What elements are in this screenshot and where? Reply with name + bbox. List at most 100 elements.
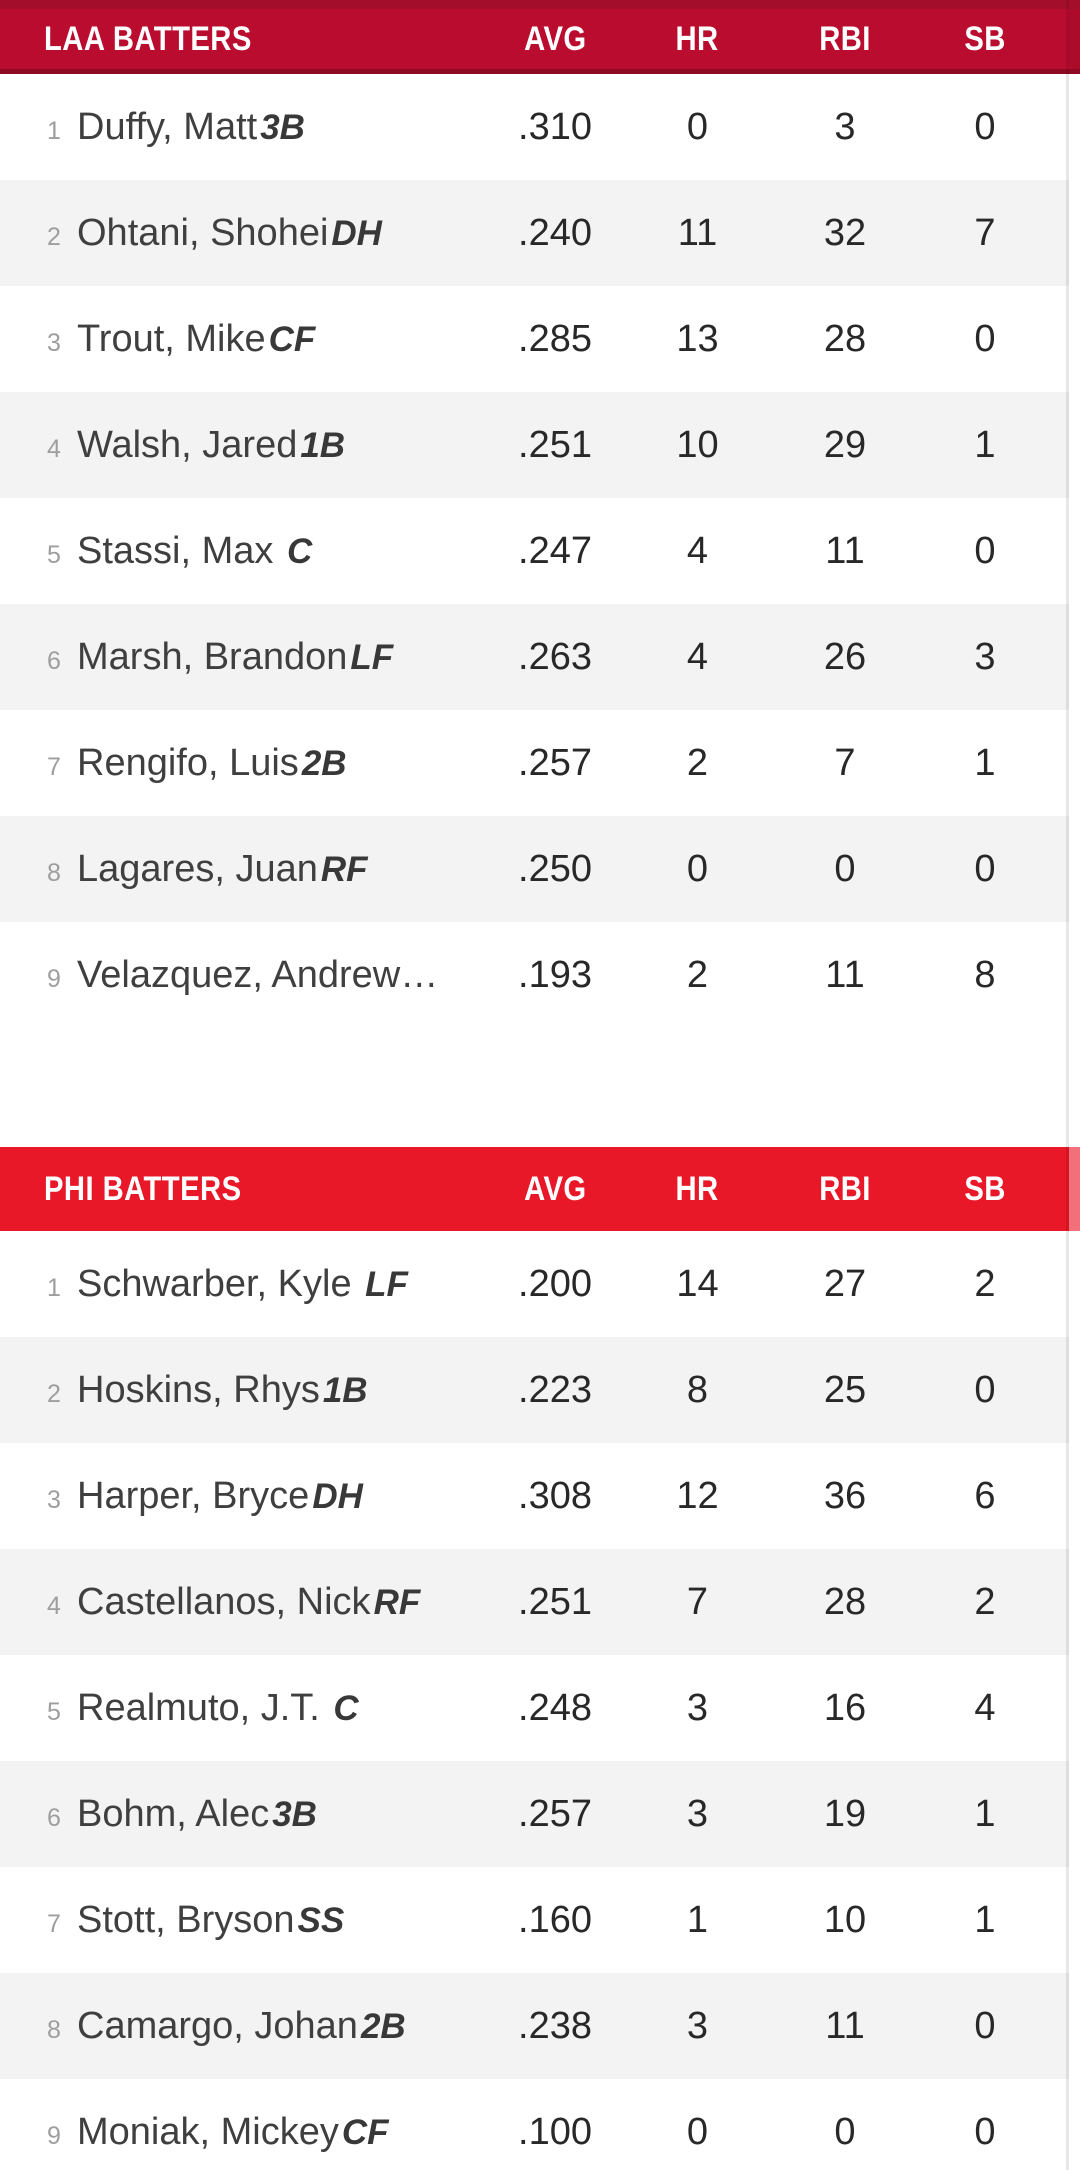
name-cell: 9 Moniak, Mickey CF (0, 2111, 460, 2154)
stat-sb: 0 (974, 2110, 996, 2153)
name-cell: 1 Schwarber, Kyle LF (0, 1263, 460, 1306)
batter-row[interactable]: 6 Bohm, Alec 3B .257 3 19 1 (0, 1761, 1080, 1867)
batter-row[interactable]: 3 Trout, Mike CF .285 13 28 0 (0, 286, 1080, 392)
player-position: CF (268, 319, 316, 359)
batter-row[interactable]: 4 Walsh, Jared 1B .251 10 29 1 (0, 392, 1080, 498)
tables-gap (0, 1028, 1080, 1147)
player-name: Hoskins, Rhys (77, 1368, 320, 1411)
name-cell: 3 Trout, Mike CF (0, 318, 460, 361)
lineup-number: 8 (47, 2015, 61, 2044)
stat-rbi: 16 (823, 1686, 867, 1729)
stat-sb: 1 (974, 423, 996, 466)
batter-row[interactable]: 2 Hoskins, Rhys 1B .223 8 25 0 (0, 1337, 1080, 1443)
player-name: Lagares, Juan (77, 847, 318, 890)
stat-hr: 13 (676, 317, 719, 360)
lineup-number: 9 (47, 964, 61, 993)
stat-hr: 3 (686, 2004, 709, 2047)
batter-row[interactable]: 2 Ohtani, Shohei DH .240 11 32 7 (0, 180, 1080, 286)
batter-row[interactable]: 3 Harper, Bryce DH .308 12 36 6 (0, 1443, 1080, 1549)
player-name: Stassi, Max (77, 529, 284, 572)
stat-avg: .100 (518, 2110, 592, 2153)
batter-row[interactable]: 6 Marsh, Brandon LF .263 4 26 3 (0, 604, 1080, 710)
stat-sb: 8 (974, 953, 996, 996)
stat-rbi: 10 (823, 1898, 867, 1941)
lineup-number: 4 (47, 434, 61, 463)
stat-rbi: 0 (834, 2110, 856, 2153)
player-name: Rengifo, Luis (77, 741, 299, 784)
stat-sb: 0 (974, 2004, 996, 2047)
player-name: Realmuto, J.T. (77, 1686, 331, 1729)
stat-avg: .285 (518, 317, 592, 360)
player-position: 1B (300, 425, 346, 465)
batter-row[interactable]: 5 Stassi, Max C .247 4 11 0 (0, 498, 1080, 604)
stat-avg: .251 (518, 1580, 592, 1623)
player-name: Trout, Mike (77, 317, 266, 360)
column-header-avg: AVG (523, 1169, 587, 1208)
player-name: Bohm, Alec (77, 1792, 270, 1835)
stat-hr: 11 (677, 211, 718, 254)
stat-avg: .263 (518, 635, 592, 678)
stat-sb: 0 (974, 529, 996, 572)
lineup-number: 7 (47, 1909, 61, 1938)
player-name: Moniak, Mickey (77, 2110, 339, 2153)
stat-sb: 2 (974, 1262, 996, 1305)
column-header-sb: SB (964, 1169, 1006, 1208)
stat-rbi: 0 (834, 847, 856, 890)
player-position: C (286, 531, 313, 571)
stat-rbi: 11 (825, 2004, 865, 2047)
lineup-number: 5 (47, 540, 61, 569)
lineup-number: 7 (47, 752, 61, 781)
stat-rbi: 26 (823, 635, 867, 678)
batter-row[interactable]: 9 Velazquez, Andrew… .193 2 11 8 (0, 922, 1080, 1028)
batter-row[interactable]: 8 Camargo, Johan 2B .238 3 11 0 (0, 1973, 1080, 2079)
lineup-number: 3 (47, 1485, 61, 1514)
lineup-number: 1 (47, 1273, 61, 1302)
lineup-number: 3 (47, 328, 61, 357)
stat-rbi: 28 (823, 317, 867, 360)
player-position: 3B (260, 107, 305, 147)
name-cell: 8 Lagares, Juan RF (0, 848, 460, 891)
name-cell: 7 Rengifo, Luis 2B (0, 742, 460, 785)
player-name: Ohtani, Shohei (77, 211, 329, 254)
lineup-number: 8 (47, 858, 61, 887)
name-cell: 5 Stassi, Max C (0, 530, 460, 573)
stat-hr: 3 (686, 1686, 709, 1729)
lineup-number: 2 (47, 222, 61, 251)
stat-avg: .238 (518, 2004, 592, 2047)
batter-row[interactable]: 4 Castellanos, Nick RF .251 7 28 2 (0, 1549, 1080, 1655)
stat-rbi: 11 (825, 953, 865, 996)
name-cell: 6 Bohm, Alec 3B (0, 1793, 460, 1836)
stat-avg: .310 (518, 105, 592, 148)
player-name: Castellanos, Nick (77, 1580, 371, 1623)
batter-row[interactable]: 7 Stott, Bryson SS .160 1 10 1 (0, 1867, 1080, 1973)
stat-sb: 6 (974, 1474, 996, 1517)
batter-row[interactable]: 8 Lagares, Juan RF .250 0 0 0 (0, 816, 1080, 922)
stat-sb: 1 (974, 1792, 996, 1835)
player-position: 3B (272, 1794, 317, 1834)
batter-row[interactable]: 7 Rengifo, Luis 2B .257 2 7 1 (0, 710, 1080, 816)
player-position: C (333, 1688, 359, 1728)
stat-sb: 7 (974, 211, 996, 254)
stat-rbi: 3 (834, 105, 856, 148)
player-name: Camargo, Johan (77, 2004, 358, 2047)
player-name: Walsh, Jared (77, 423, 298, 466)
batter-row[interactable]: 5 Realmuto, J.T. C .248 3 16 4 (0, 1655, 1080, 1761)
lineup-number: 6 (47, 1803, 61, 1832)
stat-hr: 7 (686, 1580, 709, 1623)
stat-hr: 10 (676, 423, 719, 466)
stat-avg: .251 (518, 423, 592, 466)
lineup-number: 6 (47, 646, 61, 675)
player-position: 1B (322, 1370, 368, 1410)
batter-row[interactable]: 1 Schwarber, Kyle LF .200 14 27 2 (0, 1231, 1080, 1337)
column-header-sb: SB (964, 19, 1006, 58)
stat-hr: 0 (686, 847, 709, 890)
stat-sb: 0 (974, 1368, 996, 1411)
batter-row[interactable]: 9 Moniak, Mickey CF .100 0 0 0 (0, 2079, 1080, 2170)
name-cell: 8 Camargo, Johan 2B (0, 2005, 460, 2048)
player-name: Marsh, Brandon (77, 635, 348, 678)
player-position: DH (331, 213, 382, 253)
stat-hr: 0 (686, 105, 709, 148)
stat-avg: .248 (518, 1686, 592, 1729)
batter-row[interactable]: 1 Duffy, Matt 3B .310 0 3 0 (0, 74, 1080, 180)
